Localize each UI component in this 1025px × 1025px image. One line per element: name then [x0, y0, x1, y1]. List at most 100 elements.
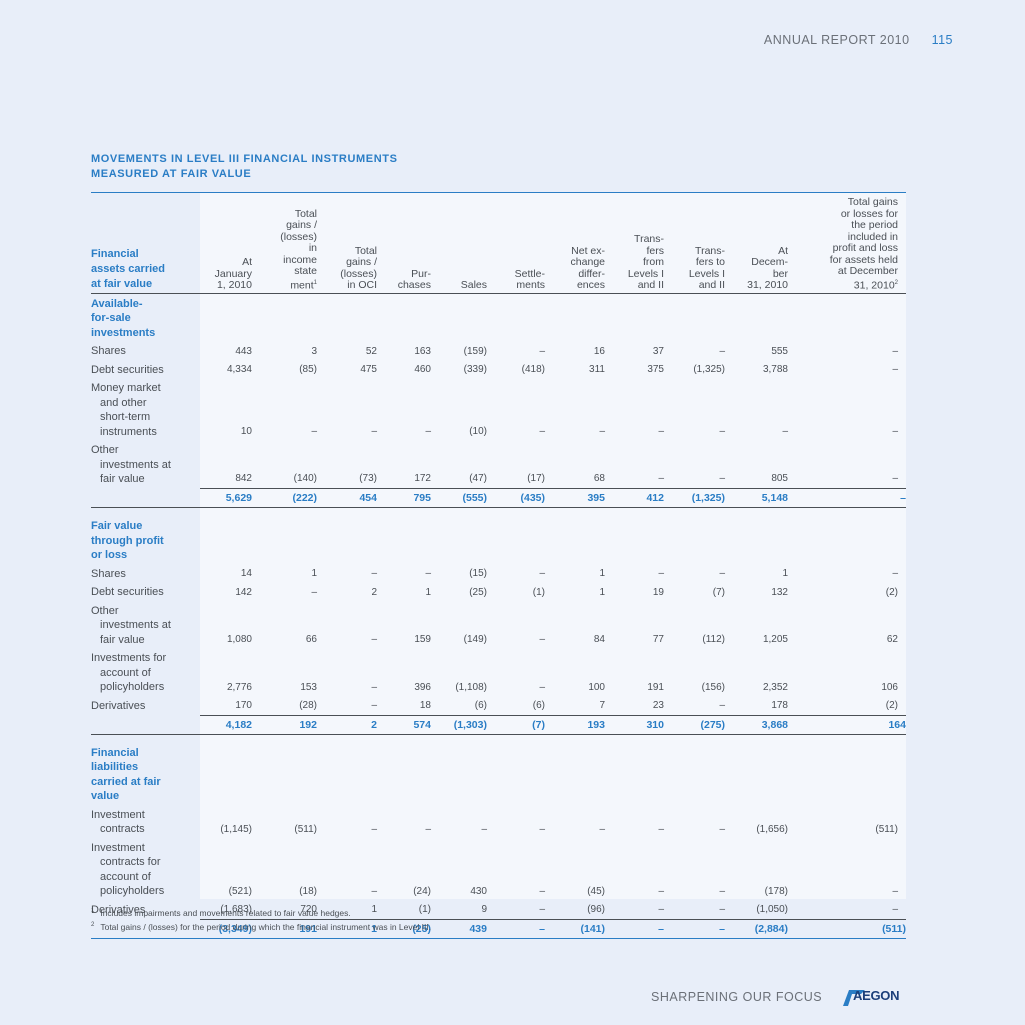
table-cell: 18 [419, 699, 431, 711]
table-cell: 3,868 [725, 714, 788, 735]
table-cell: – [371, 568, 377, 579]
table-cell: 454 [317, 488, 377, 508]
table-cell: (7) [712, 586, 725, 598]
table-cell: 1 [317, 918, 377, 939]
table-cell: (178) [764, 885, 788, 897]
table-cell: 475 [360, 364, 377, 375]
table-cell: (1,683) [220, 903, 252, 915]
table-cell: 1 [311, 568, 317, 579]
row-label: Shares [91, 345, 126, 357]
table-cell: 412 [605, 488, 664, 508]
table-cell: 795 [377, 488, 431, 508]
table-cell: – [788, 488, 906, 508]
table-cell: 3,788 [762, 364, 788, 375]
column-header: Total gains or losses for the period includ… [829, 196, 898, 291]
table-cell: (2) [885, 586, 898, 598]
table-cell: 153 [300, 681, 317, 693]
table-cell: – [782, 426, 788, 437]
table-cell: (17) [527, 473, 545, 484]
table-cell: 163 [414, 345, 431, 357]
table-cell: (141) [545, 918, 605, 939]
table-cell: – [658, 426, 664, 437]
table-title: MOVEMENTS IN LEVEL III FINANCIAL INSTRUM… [91, 152, 398, 182]
table-cell: 62 [886, 634, 898, 645]
table-cell: 310 [605, 714, 664, 735]
table-row: Investment contracts for account of policyh… [91, 839, 906, 901]
column-header: Total gains / (losses) in OCI [340, 244, 377, 291]
table-cell: (1,325) [693, 364, 725, 375]
table-cell: (3,349) [200, 918, 252, 939]
table-cell: (73) [359, 473, 377, 484]
table-cell: – [892, 903, 898, 915]
table-cell: (1) [418, 903, 431, 915]
table-cell: – [371, 426, 377, 437]
table-cell: (47) [469, 473, 487, 484]
section-title-row: Fair value through profit or loss [91, 516, 906, 565]
table-cell: 3 [311, 345, 317, 357]
table-cell: 5,629 [200, 488, 252, 508]
table-cell: (7) [487, 714, 545, 735]
table-cell: 720 [300, 903, 317, 915]
table-cell: (555) [431, 488, 487, 508]
table-cell: 1,080 [226, 634, 252, 645]
section-title: Financial liabilities carried at fair value [91, 746, 161, 803]
table-cell: – [719, 568, 725, 579]
table-cell: (85) [299, 364, 317, 375]
table-cell: (6) [474, 699, 487, 711]
table-cell: 396 [414, 681, 431, 693]
table-cell: – [664, 918, 725, 939]
table-cell: – [658, 568, 664, 579]
table-cell: – [539, 345, 545, 357]
table-cell: 1 [599, 568, 605, 579]
row-label: Debt securities [91, 363, 164, 376]
table-cell: (149) [463, 634, 487, 645]
table-cell: 159 [414, 634, 431, 645]
row-label: Money market and other short-term instrumen… [91, 382, 161, 438]
footer-tagline: SHARPENING OUR FOCUS [651, 990, 823, 1004]
table-cell: 2 [317, 714, 377, 735]
table-cell: – [599, 426, 605, 437]
table-cell: (511) [788, 918, 906, 939]
table-cell: (1,145) [220, 823, 252, 835]
row-label: Investments for account of policyholders [91, 652, 167, 693]
table-cell: – [539, 903, 545, 915]
section-title-row: Financial liabilities carried at fair value [91, 743, 906, 806]
table-cell: – [481, 823, 487, 835]
table-cell: 4,182 [200, 714, 252, 735]
table-cell: – [311, 586, 317, 598]
table-cell: 555 [771, 345, 788, 357]
table-cell: 191 [647, 681, 664, 693]
table-cell: 311 [589, 364, 605, 375]
total-row: (3,349) 191 1 (25) 439– (141) – – (2,884) (511) [91, 918, 906, 939]
table-cell: – [892, 426, 898, 437]
table-row: Derivatives 170 (28) – 18 (6) (6) 7 23 – 178 (2) [91, 697, 906, 716]
table-cell: – [892, 364, 898, 375]
row-label: Derivatives [91, 903, 146, 916]
aegon-logo: AEGON [843, 986, 907, 1006]
table-cell: – [311, 426, 317, 437]
table-cell: – [719, 885, 725, 897]
table-cell: 191 [252, 918, 317, 939]
table-cell: (1,656) [756, 823, 788, 835]
table-cell: 1 [782, 568, 788, 579]
table-cell: – [539, 681, 545, 693]
column-header: At January 1, 2010 [214, 256, 252, 291]
table-cell: 100 [588, 681, 605, 693]
table-cell: (1) [532, 586, 545, 598]
table-cell: – [719, 699, 725, 711]
section-spacer [91, 734, 906, 743]
table-cell: (2,884) [725, 918, 788, 939]
table-cell: – [892, 473, 898, 484]
table-cell: – [658, 885, 664, 897]
table-cell: (2) [885, 699, 898, 711]
table-cell: – [425, 568, 431, 579]
table-cell: (1,108) [455, 681, 487, 693]
table-cell: (15) [469, 568, 487, 579]
table-cell: – [658, 903, 664, 915]
table-cell: 1,205 [762, 634, 788, 645]
table-cell: 395 [545, 488, 605, 508]
table-row: Investments for account of policyholders 2,… [91, 649, 906, 697]
table-cell: 805 [771, 473, 788, 484]
footnote-2: 2 Total gains / (losses) for the period d… [91, 921, 432, 932]
table-cell: – [892, 568, 898, 579]
